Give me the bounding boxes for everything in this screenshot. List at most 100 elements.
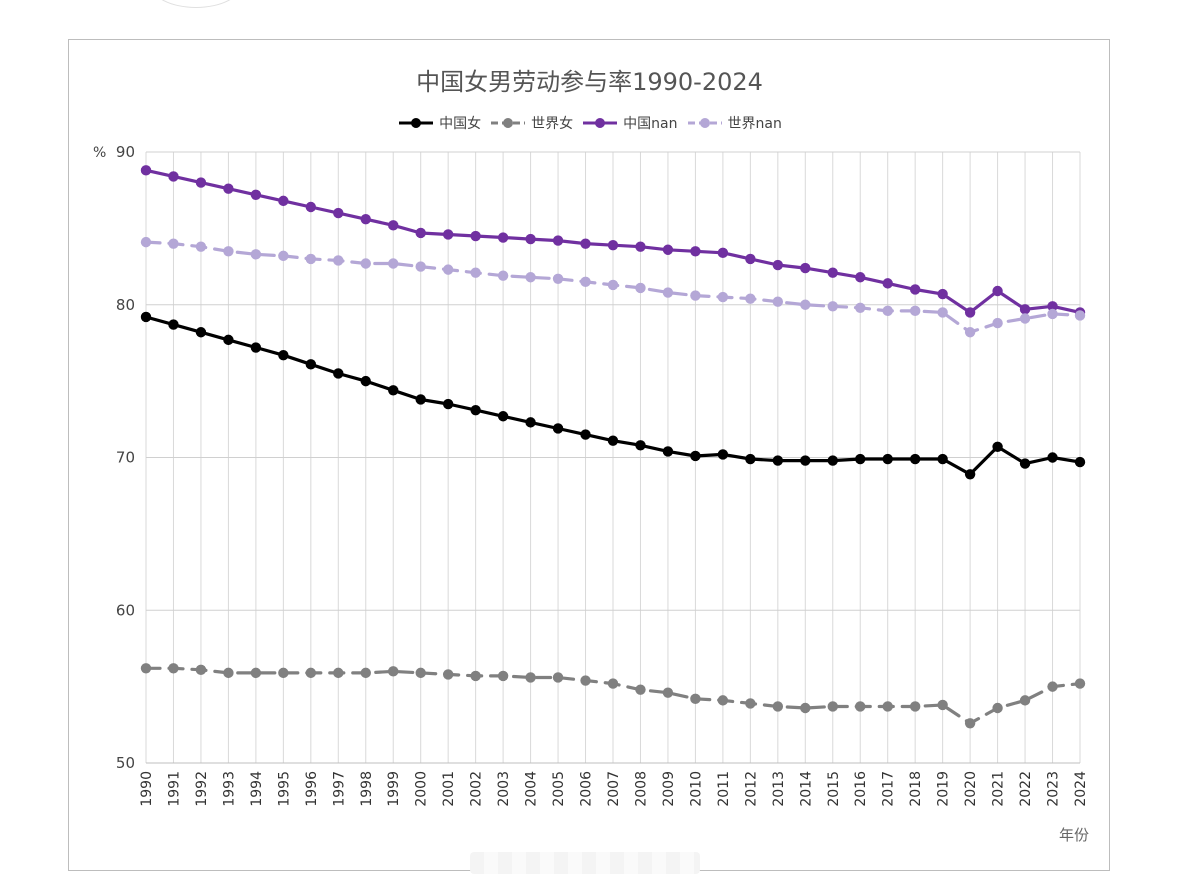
- data-point-series-2: [333, 207, 344, 219]
- data-point-series-0: [1019, 458, 1031, 469]
- data-point-series-1: [360, 667, 371, 679]
- data-point-series-3: [140, 236, 152, 248]
- x-tick-label: 2002: [469, 771, 485, 807]
- data-point-series-0: [223, 334, 234, 346]
- data-point-series-3: [882, 305, 893, 317]
- legend-item: 中国nan: [581, 113, 678, 133]
- data-point-series-1: [470, 670, 481, 682]
- x-tick-label: 2006: [579, 771, 595, 807]
- y-tick-label: 50: [116, 754, 135, 772]
- data-point-series-3: [772, 296, 784, 307]
- data-point-series-0: [662, 446, 674, 457]
- x-tick-label: 1998: [359, 771, 375, 807]
- data-point-series-0: [607, 435, 619, 446]
- data-point-series-2: [662, 244, 674, 255]
- data-point-series-0: [360, 375, 371, 387]
- legend-label: 中国女: [439, 116, 482, 132]
- data-point-series-3: [442, 264, 454, 275]
- data-point-series-0: [140, 311, 152, 323]
- x-tick-label: 1995: [276, 771, 292, 807]
- data-point-series-2: [882, 278, 893, 289]
- data-point-series-2: [827, 267, 838, 278]
- x-tick-label: 2016: [853, 771, 869, 807]
- data-point-series-1: [305, 667, 317, 679]
- data-point-series-0: [525, 417, 536, 428]
- data-point-series-3: [992, 317, 1003, 329]
- data-point-series-1: [1019, 695, 1031, 706]
- data-point-series-0: [992, 441, 1003, 453]
- x-tick-label: 2020: [963, 771, 979, 807]
- data-point-series-2: [690, 246, 701, 257]
- x-tick-label: 2015: [826, 771, 842, 807]
- data-point-series-1: [195, 664, 207, 676]
- x-tick-label: 2021: [991, 771, 1007, 807]
- data-point-series-2: [168, 171, 179, 182]
- data-point-series-1: [580, 675, 591, 686]
- data-point-series-2: [305, 201, 317, 213]
- x-tick-label: 2003: [496, 771, 512, 807]
- data-point-series-2: [745, 253, 756, 265]
- legend-item: 世界女: [489, 113, 573, 133]
- x-tick-label: 1997: [331, 771, 347, 807]
- data-point-series-0: [882, 453, 893, 465]
- data-point-series-2: [580, 238, 591, 249]
- data-point-series-1: [1074, 678, 1086, 689]
- data-point-series-1: [800, 702, 811, 714]
- data-point-series-1: [937, 699, 948, 711]
- data-point-series-0: [1047, 452, 1058, 463]
- data-point-series-1: [690, 693, 701, 705]
- chart-legend: 中国女 世界女 中国nan 世界nan: [0, 113, 1179, 133]
- y-tick-label: 80: [116, 296, 135, 314]
- data-point-series-3: [1047, 308, 1058, 320]
- data-point-series-1: [552, 672, 564, 683]
- data-point-series-3: [525, 272, 536, 283]
- legend-swatch: [399, 118, 434, 128]
- data-point-series-3: [333, 255, 344, 266]
- data-point-series-2: [497, 232, 509, 243]
- data-point-series-0: [717, 449, 729, 460]
- data-point-series-0: [964, 469, 976, 480]
- data-point-series-2: [855, 272, 866, 283]
- data-point-series-1: [250, 667, 262, 679]
- data-point-series-0: [690, 450, 701, 462]
- data-point-series-0: [305, 359, 317, 370]
- data-point-series-3: [855, 302, 866, 314]
- data-point-series-1: [497, 670, 509, 682]
- legend-item: 世界nan: [686, 113, 782, 133]
- data-point-series-3: [607, 279, 619, 291]
- data-point-series-0: [855, 453, 866, 465]
- x-axis-label: 年份: [1059, 826, 1090, 844]
- data-point-series-0: [909, 453, 921, 465]
- data-point-series-3: [1074, 310, 1086, 321]
- data-point-series-3: [278, 250, 289, 262]
- data-point-series-3: [195, 241, 207, 252]
- data-point-series-2: [250, 189, 262, 200]
- blurred-watermark: [470, 852, 700, 874]
- data-point-series-1: [333, 667, 344, 679]
- chart-title: 中国女男劳动参与率1990-2024: [416, 68, 763, 96]
- data-point-series-2: [552, 235, 564, 246]
- data-point-series-3: [223, 246, 234, 257]
- data-point-series-1: [745, 698, 756, 709]
- data-point-series-0: [827, 455, 838, 466]
- data-point-series-0: [497, 411, 509, 422]
- data-point-series-2: [360, 214, 371, 225]
- x-tick-label: 2014: [798, 771, 814, 807]
- data-point-series-0: [442, 398, 454, 410]
- data-point-series-1: [278, 667, 289, 679]
- x-tick-label: 2017: [881, 771, 897, 807]
- data-point-series-0: [168, 319, 179, 330]
- legend-label: 世界女: [531, 116, 574, 132]
- data-point-series-2: [964, 307, 976, 318]
- data-point-series-1: [525, 672, 536, 683]
- x-tick-label: 2013: [771, 771, 787, 807]
- data-point-series-3: [497, 270, 509, 281]
- x-tick-label: 2011: [716, 771, 732, 807]
- data-point-series-1: [140, 663, 152, 674]
- data-point-series-3: [745, 293, 756, 304]
- data-point-series-2: [937, 288, 948, 300]
- data-point-series-3: [800, 299, 811, 310]
- data-point-series-2: [415, 227, 426, 239]
- legend-swatch: [583, 118, 618, 128]
- data-point-series-3: [470, 267, 481, 278]
